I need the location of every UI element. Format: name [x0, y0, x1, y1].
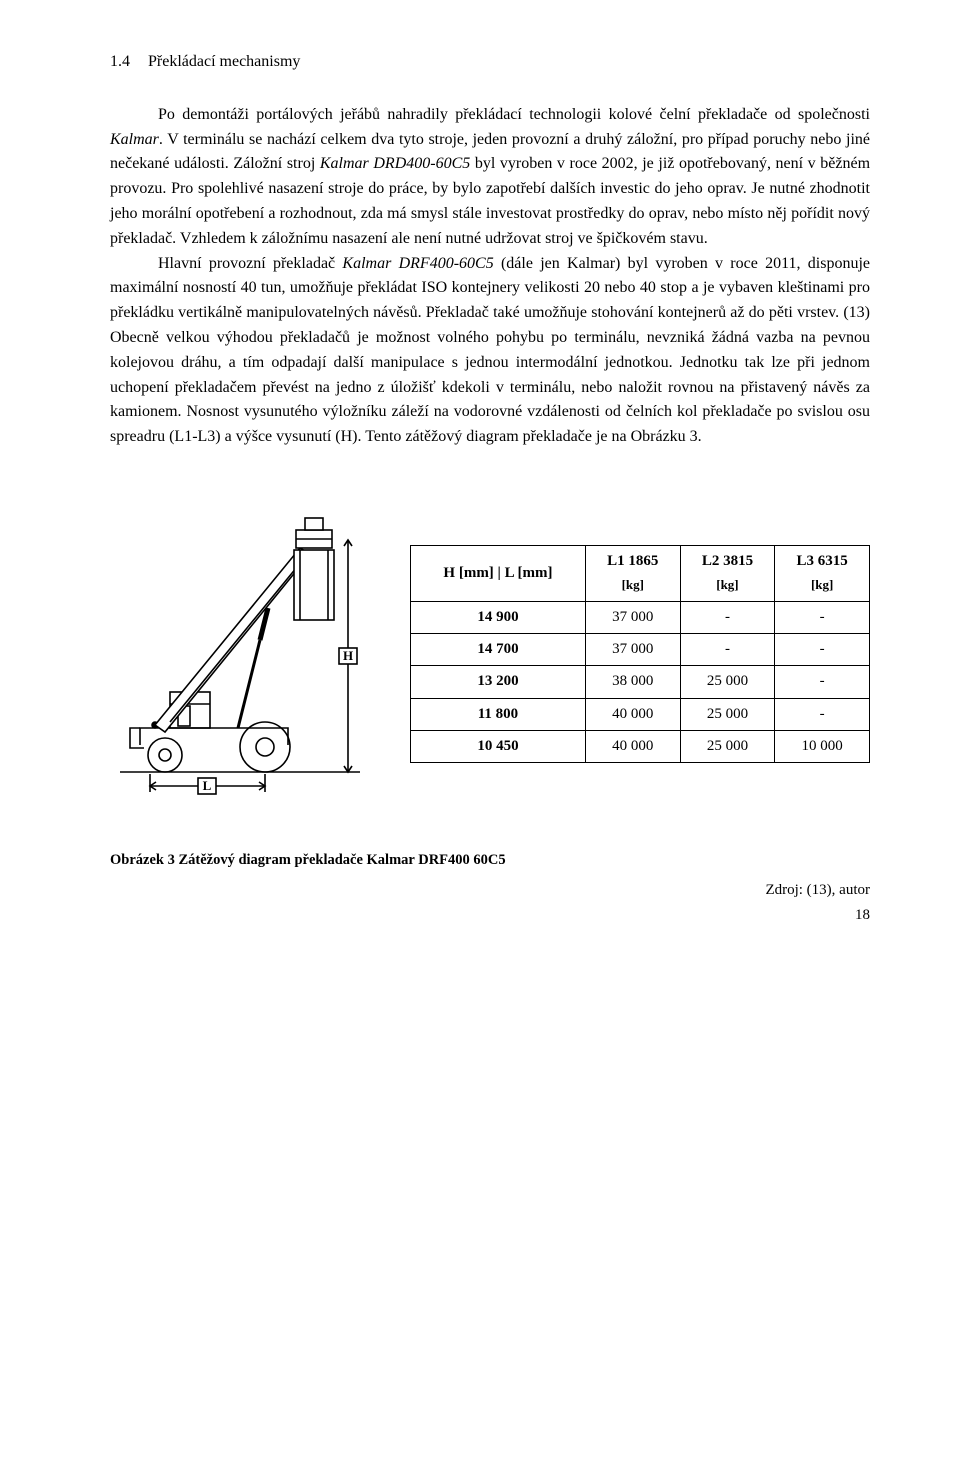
paragraph-1: Po demontáži portálových jeřábů nahradil…	[110, 103, 870, 252]
load-table-wrap: H [mm] | L [mm] L1 1865[kg] L2 3815[kg] …	[410, 545, 870, 763]
figure-block: H L H [mm] | L [mm] L1 1865[kg] L2 3815[…	[110, 500, 870, 809]
cell-l1: 38 000	[585, 666, 680, 698]
cell-l2: 25 000	[680, 666, 775, 698]
cell-l3: -	[775, 634, 870, 666]
col-h-l: H [mm] | L [mm]	[411, 546, 586, 602]
cell-l3: 10 000	[775, 730, 870, 762]
l-axis-label: L	[203, 778, 212, 793]
cell-l2: 25 000	[680, 698, 775, 730]
cell-h: 14 700	[411, 634, 586, 666]
reachstacker-diagram: H L	[110, 500, 370, 809]
table-row: 10 45040 00025 00010 000	[411, 730, 870, 762]
cell-l2: 25 000	[680, 730, 775, 762]
cell-l3: -	[775, 666, 870, 698]
col-l2: L2 3815[kg]	[680, 546, 775, 602]
italic-drf400: Kalmar DRF400-60C5	[342, 255, 493, 272]
table-row: 14 90037 000--	[411, 601, 870, 633]
cell-h: 14 900	[411, 601, 586, 633]
section-heading: 1.4 Překládací mechanismy	[110, 50, 870, 75]
italic-kalmar: Kalmar	[110, 131, 159, 148]
figure-source: Zdroj: (13), autor	[110, 879, 870, 902]
figure-caption: Obrázek 3 Zátěžový diagram překladače Ka…	[110, 849, 870, 871]
cell-l1: 40 000	[585, 730, 680, 762]
cell-l3: -	[775, 601, 870, 633]
italic-drd400: Kalmar DRD400-60C5	[320, 155, 470, 172]
table-header-row: H [mm] | L [mm] L1 1865[kg] L2 3815[kg] …	[411, 546, 870, 602]
cell-l3: -	[775, 698, 870, 730]
page-number: 18	[110, 904, 870, 927]
cell-l2: -	[680, 634, 775, 666]
cell-l1: 37 000	[585, 601, 680, 633]
col-l1: L1 1865[kg]	[585, 546, 680, 602]
table-row: 11 80040 00025 000-	[411, 698, 870, 730]
cell-h: 10 450	[411, 730, 586, 762]
cell-l1: 37 000	[585, 634, 680, 666]
h-axis-label: H	[343, 648, 353, 663]
load-diagram-table: H [mm] | L [mm] L1 1865[kg] L2 3815[kg] …	[410, 545, 870, 763]
section-number: 1.4	[110, 50, 130, 75]
cell-h: 13 200	[411, 666, 586, 698]
section-title: Překládací mechanismy	[148, 53, 300, 70]
cell-l1: 40 000	[585, 698, 680, 730]
table-row: 14 70037 000--	[411, 634, 870, 666]
paragraph-2: Hlavní provozní překladač Kalmar DRF400-…	[110, 252, 870, 450]
table-row: 13 20038 00025 000-	[411, 666, 870, 698]
col-l3: L3 6315[kg]	[775, 546, 870, 602]
cell-l2: -	[680, 601, 775, 633]
cell-h: 11 800	[411, 698, 586, 730]
